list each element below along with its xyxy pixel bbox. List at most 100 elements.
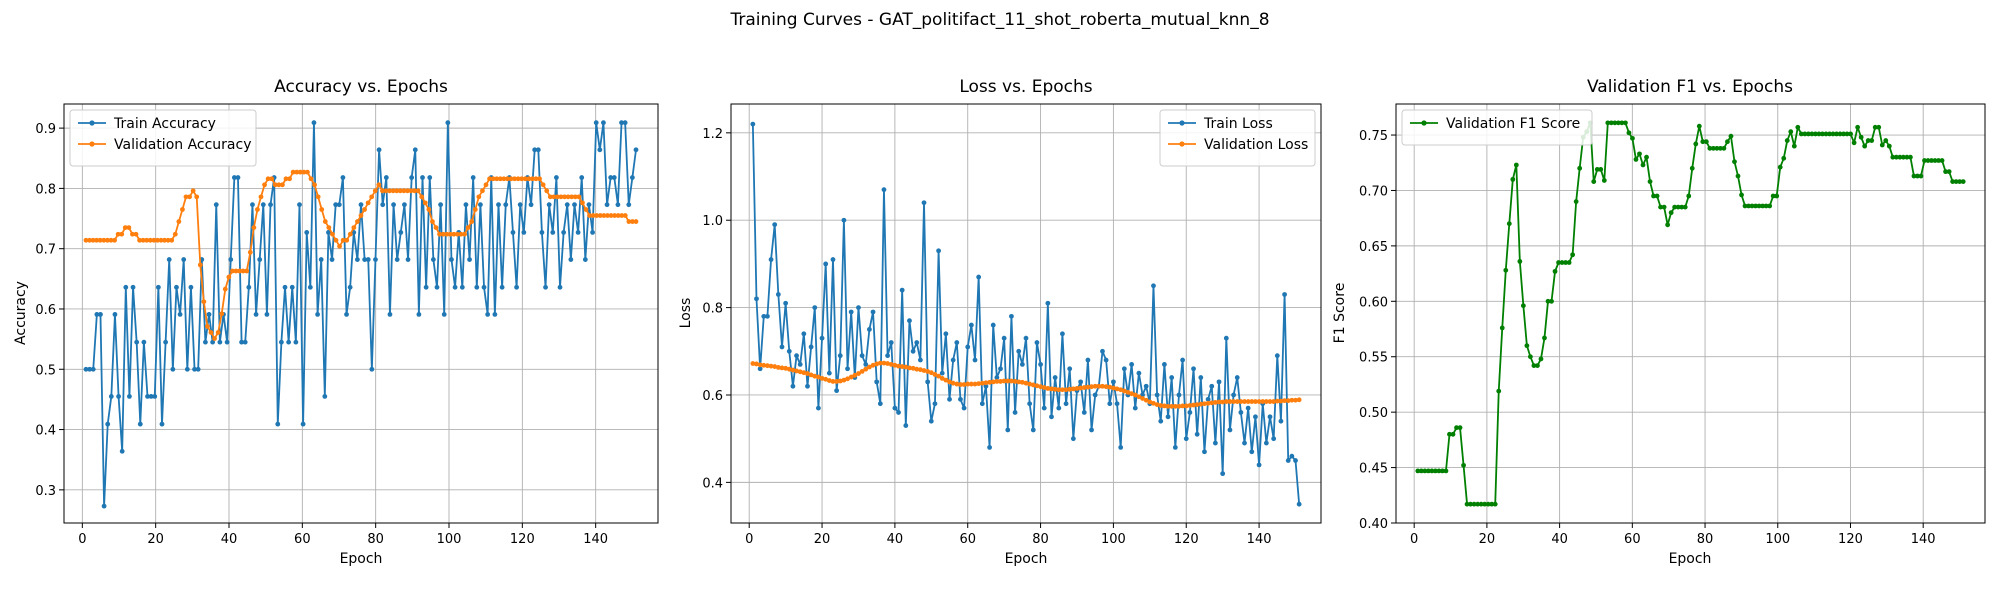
accuracy-series-2-point xyxy=(205,324,210,329)
accuracy-series-1-point xyxy=(481,284,487,290)
f1-series-1-point xyxy=(1608,120,1614,126)
loss-series-1-point xyxy=(1111,379,1116,385)
loss-series-2-point xyxy=(823,376,829,382)
f1-series-1-point xyxy=(1528,354,1533,360)
accuracy-series-2-point xyxy=(405,188,410,194)
accuracy-series-1-point xyxy=(405,257,411,262)
loss-series-2-point xyxy=(1089,384,1094,390)
accuracy-x-tick-label: 0 xyxy=(78,532,86,547)
accuracy-series-1-point xyxy=(434,284,440,290)
f1-series-1-point xyxy=(1675,204,1681,210)
f1-series-1-point xyxy=(1746,203,1751,209)
f1-series-1-point xyxy=(1658,204,1663,210)
accuracy-series-2-point xyxy=(444,231,450,237)
loss-series-2-point xyxy=(1049,386,1054,392)
f1-y-tick-label: 0.50 xyxy=(1359,406,1388,421)
f1-series-1-point xyxy=(1865,138,1871,143)
loss-series-2-point xyxy=(1231,399,1236,404)
accuracy-series-2-point xyxy=(122,225,128,230)
loss-x-tick-label: 20 xyxy=(814,532,831,547)
loss-series-1-point xyxy=(972,357,978,363)
f1-series-1-point xyxy=(1904,154,1910,160)
f1-series-1-point xyxy=(1760,203,1766,209)
loss-series-1-point xyxy=(954,340,960,345)
loss-series-1-point xyxy=(994,375,1000,380)
loss-series-1-point xyxy=(1256,462,1262,468)
f1-series-1-point xyxy=(1784,138,1790,143)
f1-series-1-point xyxy=(1858,134,1864,140)
loss-series-2-point xyxy=(1278,398,1284,404)
accuracy-legend-label: Validation Accuracy xyxy=(114,137,252,153)
accuracy-series-2-point xyxy=(87,237,92,243)
f1-series-1-point xyxy=(1637,151,1642,157)
f1-x-tick-label: 120 xyxy=(1838,532,1863,547)
accuracy-legend: Train Accuracy Validation Accuracy xyxy=(69,109,257,167)
accuracy-series-2-point xyxy=(237,268,242,274)
loss-series-2-point xyxy=(1285,398,1291,404)
accuracy-series-2-point xyxy=(322,219,328,224)
loss-series-1-point xyxy=(1227,427,1233,433)
accuracy-series-2-point xyxy=(433,225,439,230)
accuracy-legend-swatch-marker xyxy=(89,141,95,147)
f1-series-1-point xyxy=(1485,501,1491,507)
loss-series-2-point xyxy=(797,369,803,375)
f1-y-tick-label: 0.55 xyxy=(1359,351,1388,366)
loss-series-2-point xyxy=(1223,399,1229,404)
loss-series-2-point xyxy=(921,368,927,373)
loss-series-2-point xyxy=(1162,403,1167,409)
f1-panel-title: Validation F1 vs. Epochs xyxy=(1587,77,1793,97)
loss-series-1-point xyxy=(845,366,850,372)
accuracy-series-2-point xyxy=(440,231,446,237)
loss-series-2-point xyxy=(794,368,799,374)
accuracy-series-2-point xyxy=(583,207,589,212)
accuracy-series-1-point xyxy=(543,284,548,290)
loss-legend-box xyxy=(1159,109,1316,167)
loss-series-1-point xyxy=(775,292,781,297)
f1-series-1-point xyxy=(1503,267,1509,273)
loss-series-2-point xyxy=(925,368,931,374)
loss-series-2-point xyxy=(1293,397,1298,403)
loss-series-1-point xyxy=(1253,414,1258,420)
f1-y-tick-label: 0.70 xyxy=(1359,184,1388,199)
f1-series-1-point xyxy=(1594,167,1600,172)
loss-series-1-point xyxy=(1045,300,1051,306)
f1-y-tick-label: 0.45 xyxy=(1359,462,1388,477)
f1-series-1-point xyxy=(1682,204,1688,210)
f1-series-1-point xyxy=(1499,325,1505,331)
loss-series-2-point xyxy=(1038,384,1043,390)
accuracy-series-1-point xyxy=(369,366,375,372)
accuracy-series-2-point xyxy=(287,176,292,182)
loss-series-1-point xyxy=(965,344,971,350)
loss-series-2-point xyxy=(1234,399,1240,404)
accuracy-series-2-point xyxy=(490,176,496,182)
loss-legend-label: Train Loss xyxy=(1203,116,1273,132)
accuracy-series-2-point xyxy=(344,237,350,243)
loss-series-1-point xyxy=(841,217,847,223)
f1-series-1-point xyxy=(1478,501,1484,507)
loss-series-1-point xyxy=(1009,313,1014,319)
f1-x-tick-label: 20 xyxy=(1479,532,1496,547)
loss-series-1-point xyxy=(1118,445,1124,450)
loss-series-1-point xyxy=(892,405,898,411)
accuracy-legend-box xyxy=(69,109,257,167)
loss-series-1-point xyxy=(1089,427,1094,433)
accuracy-series-1-point xyxy=(311,120,317,126)
accuracy-series-2-point xyxy=(265,176,271,182)
accuracy-series-1-point xyxy=(535,147,541,153)
loss-series-2-point xyxy=(848,374,854,380)
accuracy-series-1-point xyxy=(510,230,516,235)
f1-series-1-point xyxy=(1552,268,1558,274)
accuracy-x-tick-label: 20 xyxy=(147,532,164,547)
accuracy-series-1-point xyxy=(604,202,610,208)
f1-series-1-point xyxy=(1542,335,1547,341)
loss-series-2-point xyxy=(1227,399,1233,404)
accuracy-series-2-point xyxy=(590,213,596,218)
accuracy-series-2-point xyxy=(158,237,164,243)
accuracy-series-1-point xyxy=(90,366,96,372)
accuracy-series-1-point xyxy=(250,202,255,208)
accuracy-x-tick-label: 100 xyxy=(437,532,462,547)
accuracy-y-tick-label: 0.9 xyxy=(35,122,56,137)
loss-series-1-point xyxy=(947,396,952,402)
loss-series-1-point xyxy=(768,257,774,262)
f1-series-1-point xyxy=(1872,124,1878,130)
